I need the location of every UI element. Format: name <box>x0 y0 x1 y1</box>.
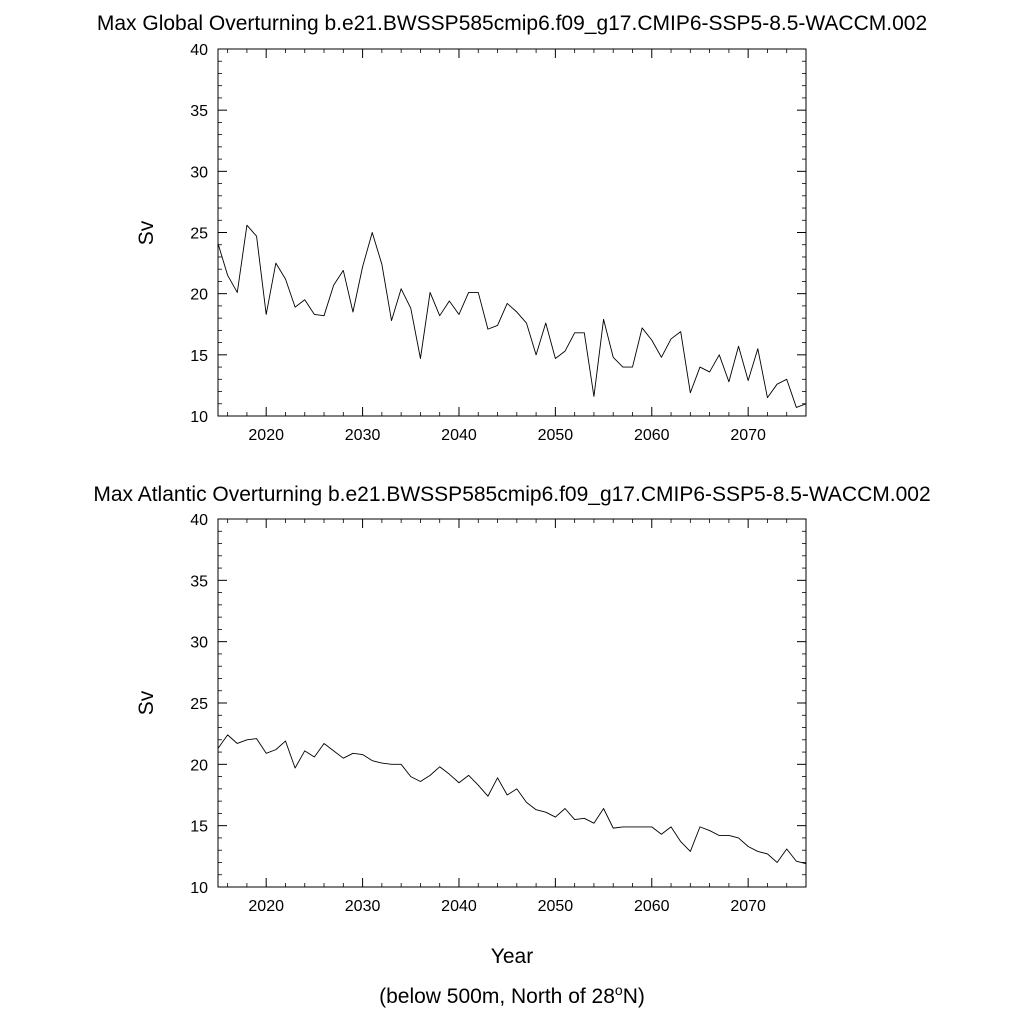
y-tick-label: 40 <box>190 512 208 529</box>
plot-frame <box>217 48 807 417</box>
x-tick-label: 2040 <box>441 898 477 915</box>
footnote-suffix: N) <box>623 985 645 1008</box>
atlantic-overturning-panel: Max Atlantic Overturning b.e21.BWSSP585c… <box>93 483 930 968</box>
y-tick-label: 25 <box>190 696 208 713</box>
series-line <box>218 734 806 865</box>
y-tick-label: 10 <box>190 880 208 897</box>
x-axis-label: Year <box>491 945 533 968</box>
plot-area: 10 15 20 25 30 35 40 2020 2030 2040 2050 2060 2070 <box>190 42 807 444</box>
x-tick-label: 2070 <box>730 898 766 915</box>
chart-title: Max Atlantic Overturning b.e21.BWSSP585c… <box>93 483 930 506</box>
footnote: (below 500m, North of 28oN) <box>379 982 645 1008</box>
y-tick-label: 20 <box>190 287 208 304</box>
chart-title: Max Global Overturning b.e21.BWSSP585cmi… <box>97 12 927 35</box>
x-tick-label: 2020 <box>248 427 284 444</box>
y-tick-label: 35 <box>190 103 208 120</box>
x-tick-label: 2050 <box>538 898 574 915</box>
x-tick-label: 2070 <box>730 427 766 444</box>
y-tick-label: 30 <box>190 635 208 652</box>
global-overturning-panel: Max Global Overturning b.e21.BWSSP585cmi… <box>97 12 927 444</box>
y-tick-label: 40 <box>190 42 208 59</box>
y-tick-label: 35 <box>190 573 208 590</box>
x-tick-label: 2060 <box>634 427 670 444</box>
y-tick-label: 15 <box>190 348 208 365</box>
y-axis-label: Sv <box>135 220 158 245</box>
y-tick-label: 20 <box>190 757 208 774</box>
plot-area: 10 15 20 25 30 35 40 2020 2030 2040 2050 2060 2070 <box>190 512 807 915</box>
x-tick-label: 2060 <box>634 898 670 915</box>
series-line <box>218 224 806 408</box>
y-tick-label: 25 <box>190 226 208 243</box>
x-tick-label: 2030 <box>345 427 381 444</box>
y-tick-label: 10 <box>190 409 208 426</box>
x-tick-label: 2030 <box>345 898 381 915</box>
plot-frame <box>217 518 807 888</box>
y-axis-label: Sv <box>135 690 158 715</box>
y-tick-label: 30 <box>190 164 208 181</box>
footnote-degree: o <box>615 982 623 998</box>
x-tick-label: 2020 <box>248 898 284 915</box>
x-tick-label: 2040 <box>441 427 477 444</box>
x-tick-label: 2050 <box>538 427 574 444</box>
footnote-prefix: (below 500m, North of 28 <box>379 985 615 1008</box>
y-tick-label: 15 <box>190 819 208 836</box>
